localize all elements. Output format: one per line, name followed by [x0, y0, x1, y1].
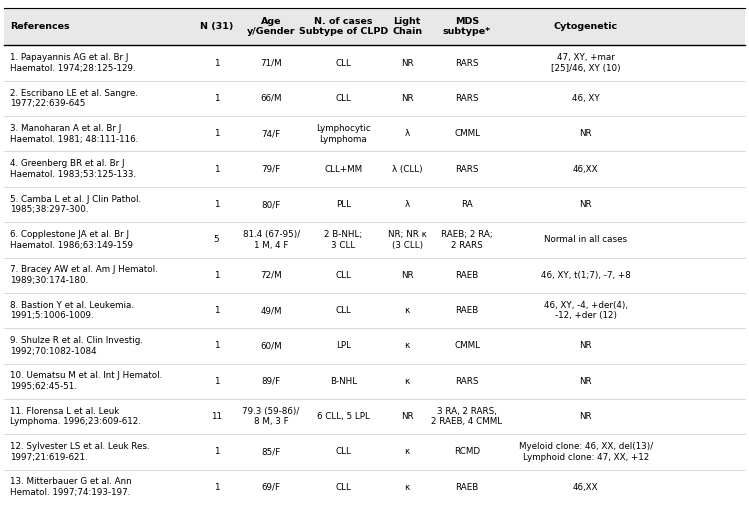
Text: λ: λ [404, 200, 410, 209]
Text: RARS: RARS [455, 94, 479, 103]
Text: λ (CLL): λ (CLL) [392, 165, 422, 174]
Text: Normal in all cases: Normal in all cases [545, 235, 627, 244]
Text: 79/F: 79/F [261, 165, 281, 174]
Text: 2 B-NHL;
3 CLL: 2 B-NHL; 3 CLL [324, 230, 363, 250]
Text: Age
y/Gender: Age y/Gender [247, 17, 295, 36]
Text: RAEB; 2 RA;
2 RARS: RAEB; 2 RA; 2 RARS [441, 230, 493, 250]
Text: 11. Florensa L et al. Leuk
Lymphoma. 1996;23:609-612.: 11. Florensa L et al. Leuk Lymphoma. 199… [10, 407, 141, 427]
Text: NR: NR [401, 59, 413, 68]
Text: 3. Manoharan A et al. Br J
Haematol. 1981; 48:111-116.: 3. Manoharan A et al. Br J Haematol. 198… [10, 124, 138, 144]
Text: 1. Papayannis AG et al. Br J
Haematol. 1974;28:125-129.: 1. Papayannis AG et al. Br J Haematol. 1… [10, 53, 136, 73]
Text: 85/F: 85/F [261, 447, 281, 457]
Text: PLL: PLL [336, 200, 351, 209]
Text: CLL: CLL [336, 483, 351, 492]
Text: RARS: RARS [455, 59, 479, 68]
Text: 72/M: 72/M [261, 271, 282, 280]
Text: 1: 1 [213, 94, 219, 103]
Text: 46, XY: 46, XY [571, 94, 600, 103]
Text: NR: NR [580, 129, 592, 138]
Text: N (31): N (31) [200, 22, 233, 31]
Text: CLL: CLL [336, 306, 351, 315]
Text: 74/F: 74/F [261, 129, 281, 138]
Text: 7. Bracey AW et al. Am J Hematol.
1989;30:174-180.: 7. Bracey AW et al. Am J Hematol. 1989;3… [10, 265, 157, 285]
Text: 81.4 (67-95)/
1 M, 4 F: 81.4 (67-95)/ 1 M, 4 F [243, 230, 300, 250]
Text: Lymphocytic
Lymphoma: Lymphocytic Lymphoma [316, 124, 371, 144]
Text: B-NHL: B-NHL [330, 377, 357, 386]
Text: 46, XY, t(1;7), -7, +8: 46, XY, t(1;7), -7, +8 [541, 271, 631, 280]
Text: 8. Bastion Y et al. Leukemia.
1991;5:1006-1009.: 8. Bastion Y et al. Leukemia. 1991;5:100… [10, 300, 134, 321]
Text: NR: NR [580, 412, 592, 421]
Text: References: References [10, 22, 70, 31]
Text: 71/M: 71/M [261, 59, 282, 68]
Text: NR: NR [401, 412, 413, 421]
Text: Myeloid clone: 46, XX, del(13)/
Lymphoid clone: 47, XX, +12: Myeloid clone: 46, XX, del(13)/ Lymphoid… [518, 442, 653, 462]
Text: 5. Camba L et al. J Clin Pathol.
1985;38:297-300.: 5. Camba L et al. J Clin Pathol. 1985;38… [10, 194, 141, 215]
Text: 79.3 (59-86)/
8 M, 3 F: 79.3 (59-86)/ 8 M, 3 F [243, 407, 300, 427]
Text: 2. Escribano LE et al. Sangre.
1977;22:639-645: 2. Escribano LE et al. Sangre. 1977;22:6… [10, 88, 138, 109]
Text: κ: κ [404, 377, 410, 386]
Text: λ: λ [404, 129, 410, 138]
Text: 9. Shulze R et al. Clin Investig.
1992;70:1082-1084: 9. Shulze R et al. Clin Investig. 1992;7… [10, 336, 143, 356]
Text: NR: NR [401, 94, 413, 103]
Text: 4. Greenberg BR et al. Br J
Haematol. 1983;53:125-133.: 4. Greenberg BR et al. Br J Haematol. 19… [10, 159, 136, 179]
Text: CLL: CLL [336, 447, 351, 457]
Text: 89/F: 89/F [261, 377, 281, 386]
Text: Cytogenetic: Cytogenetic [554, 22, 618, 31]
Text: 10. Uematsu M et al. Int J Hematol.
1995;62:45-51.: 10. Uematsu M et al. Int J Hematol. 1995… [10, 371, 162, 391]
Text: MDS
subtype*: MDS subtype* [443, 17, 491, 36]
Text: 1: 1 [213, 483, 219, 492]
Text: 60/M: 60/M [261, 341, 282, 350]
Text: 3 RA, 2 RARS,
2 RAEB, 4 CMML: 3 RA, 2 RARS, 2 RAEB, 4 CMML [431, 407, 503, 427]
Text: NR; NR κ
(3 CLL): NR; NR κ (3 CLL) [388, 230, 426, 250]
Text: 1: 1 [213, 447, 219, 457]
Text: CLL+MM: CLL+MM [324, 165, 363, 174]
Text: 1: 1 [213, 341, 219, 350]
Text: 80/F: 80/F [261, 200, 281, 209]
Text: CLL: CLL [336, 94, 351, 103]
Text: CMML: CMML [454, 129, 480, 138]
Text: RARS: RARS [455, 165, 479, 174]
Text: LPL: LPL [336, 341, 351, 350]
Text: RAEB: RAEB [455, 483, 479, 492]
Text: NR: NR [580, 377, 592, 386]
Text: CMML: CMML [454, 341, 480, 350]
Text: 1: 1 [213, 377, 219, 386]
Text: CLL: CLL [336, 59, 351, 68]
Text: 1: 1 [213, 306, 219, 315]
Text: 69/F: 69/F [261, 483, 281, 492]
Text: RARS: RARS [455, 377, 479, 386]
Text: 1: 1 [213, 165, 219, 174]
Text: RCMD: RCMD [454, 447, 480, 457]
Text: NR: NR [580, 341, 592, 350]
Text: 46,XX: 46,XX [573, 483, 598, 492]
Text: 47, XY, +mar
[25]/46, XY (10): 47, XY, +mar [25]/46, XY (10) [551, 53, 620, 73]
Text: κ: κ [404, 306, 410, 315]
Text: 1: 1 [213, 129, 219, 138]
Text: κ: κ [404, 447, 410, 457]
Text: 12. Sylvester LS et al. Leuk Res.
1997;21:619-621.: 12. Sylvester LS et al. Leuk Res. 1997;2… [10, 442, 149, 462]
Text: 5: 5 [213, 235, 219, 244]
Text: 11: 11 [211, 412, 222, 421]
Text: RA: RA [461, 200, 473, 209]
Text: 1: 1 [213, 59, 219, 68]
Text: 1: 1 [213, 271, 219, 280]
Text: 66/M: 66/M [261, 94, 282, 103]
Text: 6 CLL, 5 LPL: 6 CLL, 5 LPL [317, 412, 370, 421]
Text: 46, XY, -4, +der(4),
-12, +der (12): 46, XY, -4, +der(4), -12, +der (12) [544, 300, 628, 321]
Text: 49/M: 49/M [261, 306, 282, 315]
Text: 6. Copplestone JA et al. Br J
Haematol. 1986;63:149-159: 6. Copplestone JA et al. Br J Haematol. … [10, 230, 133, 250]
Text: 13. Mitterbauer G et al. Ann
Hematol. 1997;74:193-197.: 13. Mitterbauer G et al. Ann Hematol. 19… [10, 477, 131, 497]
Text: CLL: CLL [336, 271, 351, 280]
Text: NR: NR [401, 271, 413, 280]
Text: RAEB: RAEB [455, 306, 479, 315]
Text: N. of cases
Subtype of CLPD: N. of cases Subtype of CLPD [299, 17, 388, 36]
Text: NR: NR [580, 200, 592, 209]
Text: 46,XX: 46,XX [573, 165, 598, 174]
Bar [4, 8, 745, 45]
Text: κ: κ [404, 341, 410, 350]
Text: RAEB: RAEB [455, 271, 479, 280]
Text: 1: 1 [213, 200, 219, 209]
Text: Light
Chain: Light Chain [392, 17, 422, 36]
Text: κ: κ [404, 483, 410, 492]
